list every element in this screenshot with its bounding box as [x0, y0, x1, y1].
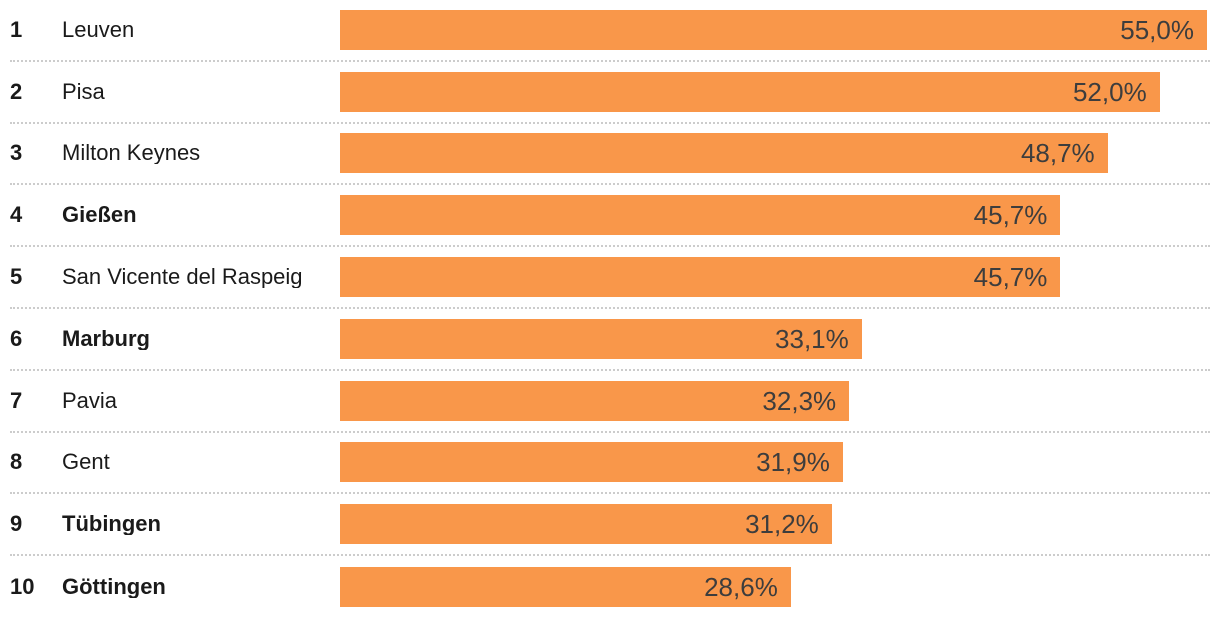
table-row: 2 Pisa 52,0% — [10, 62, 1210, 124]
bar-area: 48,7% — [340, 133, 1207, 174]
bar: 45,7% — [340, 195, 1061, 236]
bar-value-label: 52,0% — [1072, 76, 1147, 107]
bar-value-label: 31,2% — [745, 509, 819, 540]
table-row: 6 Marburg 33,1% — [10, 309, 1210, 371]
rank-label: 9 — [10, 511, 23, 537]
rank-label: 8 — [10, 449, 23, 475]
bar: 45,7% — [340, 257, 1061, 298]
rank-label: 10 — [10, 574, 35, 600]
table-row: 4 Gießen 45,7% — [10, 185, 1210, 248]
rank-label: 6 — [10, 325, 23, 351]
bar-value-label: 48,7% — [1020, 138, 1095, 169]
bar-area: 28,6% — [340, 567, 1207, 608]
bar: 31,2% — [340, 504, 832, 545]
bar-area: 31,2% — [340, 504, 1207, 545]
city-label: Pisa — [62, 80, 105, 103]
table-row: 8 Gent 31,9% — [10, 433, 1210, 495]
table-row: 7 Pavia 32,3% — [10, 371, 1210, 433]
bar-area: 52,0% — [340, 71, 1207, 112]
city-label: Gießen — [62, 204, 137, 227]
city-label: Göttingen — [62, 576, 166, 599]
bar-value-label: 45,7% — [973, 200, 1048, 231]
bar-area: 33,1% — [340, 318, 1207, 359]
rank-label: 7 — [10, 387, 23, 413]
bar-area: 45,7% — [340, 257, 1207, 298]
bar-area: 55,0% — [340, 9, 1207, 50]
table-row: 5 San Vicente del Raspeig 45,7% — [10, 247, 1210, 309]
bar-area: 31,9% — [340, 442, 1207, 483]
bar: 48,7% — [340, 133, 1108, 174]
city-label: Tübingen — [62, 513, 161, 536]
bar-value-label: 28,6% — [704, 572, 778, 603]
table-row: 1 Leuven 55,0% — [10, 0, 1210, 62]
rank-label: 1 — [10, 16, 23, 42]
bar-value-label: 55,0% — [1120, 14, 1194, 45]
table-row: 3 Milton Keynes 48,7% — [10, 124, 1210, 186]
bar: 31,9% — [340, 442, 843, 483]
city-label: Milton Keynes — [62, 142, 201, 165]
city-label: Leuven — [62, 18, 135, 41]
city-label: San Vicente del Raspeig — [62, 266, 303, 289]
table-row: 10 Göttingen 28,6% — [10, 556, 1210, 618]
bar: 52,0% — [340, 71, 1160, 112]
bar-value-label: 45,7% — [973, 262, 1048, 293]
bar-area: 32,3% — [340, 380, 1207, 421]
city-label: Marburg — [62, 327, 150, 350]
city-label: Pavia — [62, 389, 118, 412]
bar-value-label: 33,1% — [775, 323, 849, 354]
rank-label: 4 — [10, 202, 23, 228]
rank-label: 2 — [10, 78, 23, 104]
city-label: Gent — [62, 451, 110, 474]
table-row: 9 Tübingen 31,2% — [10, 494, 1210, 557]
bar: 33,1% — [340, 318, 862, 359]
bar-value-label: 31,9% — [756, 447, 830, 478]
bar: 28,6% — [340, 567, 791, 608]
rank-label: 5 — [10, 264, 23, 290]
bar-value-label: 32,3% — [762, 385, 837, 416]
rank-label: 3 — [10, 140, 23, 166]
bar: 32,3% — [340, 380, 850, 421]
bar-area: 45,7% — [340, 195, 1207, 236]
bar: 55,0% — [340, 9, 1207, 50]
